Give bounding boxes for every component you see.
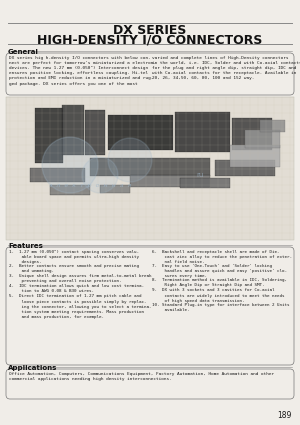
Bar xyxy=(245,130,280,148)
Bar xyxy=(108,115,173,150)
Text: varied and complete lines of High-Density connectors
in the world, i.e. IDC, Sol: varied and complete lines of High-Densit… xyxy=(152,56,300,80)
Text: 6.  Backshell and receptacle shell are made of Die-
     cast zinc alloy to redu: 6. Backshell and receptacle shell are ma… xyxy=(152,249,292,264)
Bar xyxy=(215,160,275,176)
Text: Office Automation, Computers, Communications Equipment, Factory Automation, Home: Office Automation, Computers, Communicat… xyxy=(9,372,274,381)
Text: 3.  Unique shell design assures firm metal-to-metal break
     preventing and ov: 3. Unique shell design assures firm meta… xyxy=(9,274,152,283)
Circle shape xyxy=(82,157,118,193)
Text: DX SERIES: DX SERIES xyxy=(113,23,187,37)
Bar xyxy=(130,175,210,187)
Bar xyxy=(50,185,90,195)
Text: 9.  DX with 3 sockets and 3 cavities for Co-axial
     contacts are widely intro: 9. DX with 3 sockets and 3 cavities for … xyxy=(152,289,284,303)
Bar xyxy=(35,108,63,163)
Text: General: General xyxy=(8,49,39,55)
Circle shape xyxy=(42,137,98,193)
Bar xyxy=(260,120,285,132)
Bar xyxy=(230,145,280,167)
Text: э  л  е  к  т  р  о  н  н  а  я: э л е к т р о н н а я xyxy=(49,182,131,187)
Circle shape xyxy=(108,138,152,182)
Bar xyxy=(30,168,85,182)
Text: HIGH-DENSITY I/O CONNECTORS: HIGH-DENSITY I/O CONNECTORS xyxy=(37,34,263,46)
Text: DX series hig h-density I/O connectors with below con-
nect are perfect for tomo: DX series hig h-density I/O connectors w… xyxy=(9,56,156,85)
Text: 1.  1.27 mm (0.050") contact spacing conserves valu-
     able board space and p: 1. 1.27 mm (0.050") contact spacing cons… xyxy=(9,249,139,264)
Bar xyxy=(6,97,294,240)
Text: 189: 189 xyxy=(278,411,292,420)
Text: 4.  IDC termination allows quick and low cost termina-
     tion to AWG 0.08 & B: 4. IDC termination allows quick and low … xyxy=(9,284,144,293)
Bar xyxy=(100,185,130,193)
Bar xyxy=(85,110,105,155)
Bar xyxy=(232,118,272,150)
Bar xyxy=(180,178,230,188)
Bar xyxy=(90,158,210,176)
Text: 7.  Easy to use 'One-Touch' and 'Solder' locking
     handles and assure quick a: 7. Easy to use 'One-Touch' and 'Solder' … xyxy=(152,264,287,278)
Text: 10. Standard Plug-in type for interface between 2 Units
     available.: 10. Standard Plug-in type for interface … xyxy=(152,303,290,312)
Bar xyxy=(62,105,84,155)
Text: 5.  Direct IDC termination of 1.27 mm pitch cable and
     loose piece contacts : 5. Direct IDC termination of 1.27 mm pit… xyxy=(9,295,152,319)
Bar xyxy=(175,112,230,152)
Text: 2.  Better contacts ensure smooth and precise mating
     and unmating.: 2. Better contacts ensure smooth and pre… xyxy=(9,264,139,273)
Text: 8.  Termination method is available in IDC, Soldering,
     Right Angle Dip or S: 8. Termination method is available in ID… xyxy=(152,278,287,287)
Text: Features: Features xyxy=(8,243,43,249)
Text: Applications: Applications xyxy=(8,365,57,371)
Text: ru: ru xyxy=(196,172,204,178)
